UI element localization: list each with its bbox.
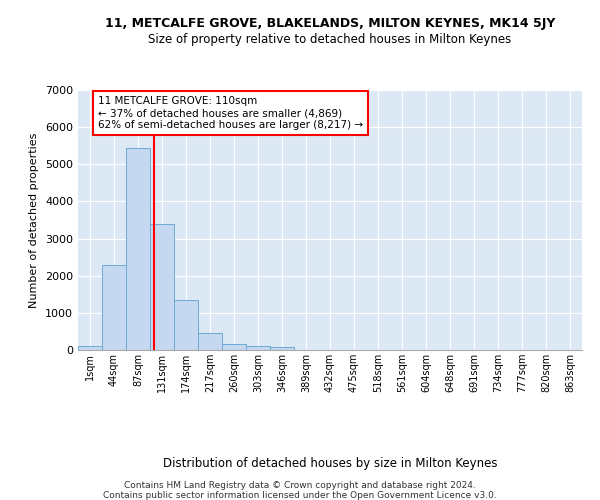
Text: 11 METCALFE GROVE: 110sqm
← 37% of detached houses are smaller (4,869)
62% of se: 11 METCALFE GROVE: 110sqm ← 37% of detac… bbox=[98, 96, 363, 130]
Bar bbox=[270, 347, 294, 350]
Text: Size of property relative to detached houses in Milton Keynes: Size of property relative to detached ho… bbox=[148, 32, 512, 46]
Bar bbox=[198, 334, 222, 350]
Bar bbox=[222, 344, 246, 350]
Text: 11, METCALFE GROVE, BLAKELANDS, MILTON KEYNES, MK14 5JY: 11, METCALFE GROVE, BLAKELANDS, MILTON K… bbox=[105, 18, 555, 30]
Bar bbox=[78, 346, 102, 350]
Text: Contains HM Land Registry data © Crown copyright and database right 2024.: Contains HM Land Registry data © Crown c… bbox=[124, 481, 476, 490]
Bar bbox=[246, 346, 270, 350]
Y-axis label: Number of detached properties: Number of detached properties bbox=[29, 132, 40, 308]
Text: Distribution of detached houses by size in Milton Keynes: Distribution of detached houses by size … bbox=[163, 458, 497, 470]
Text: Contains public sector information licensed under the Open Government Licence v3: Contains public sector information licen… bbox=[103, 491, 497, 500]
Bar bbox=[174, 300, 198, 350]
Bar bbox=[126, 148, 150, 350]
Bar bbox=[150, 224, 174, 350]
Bar bbox=[102, 264, 126, 350]
